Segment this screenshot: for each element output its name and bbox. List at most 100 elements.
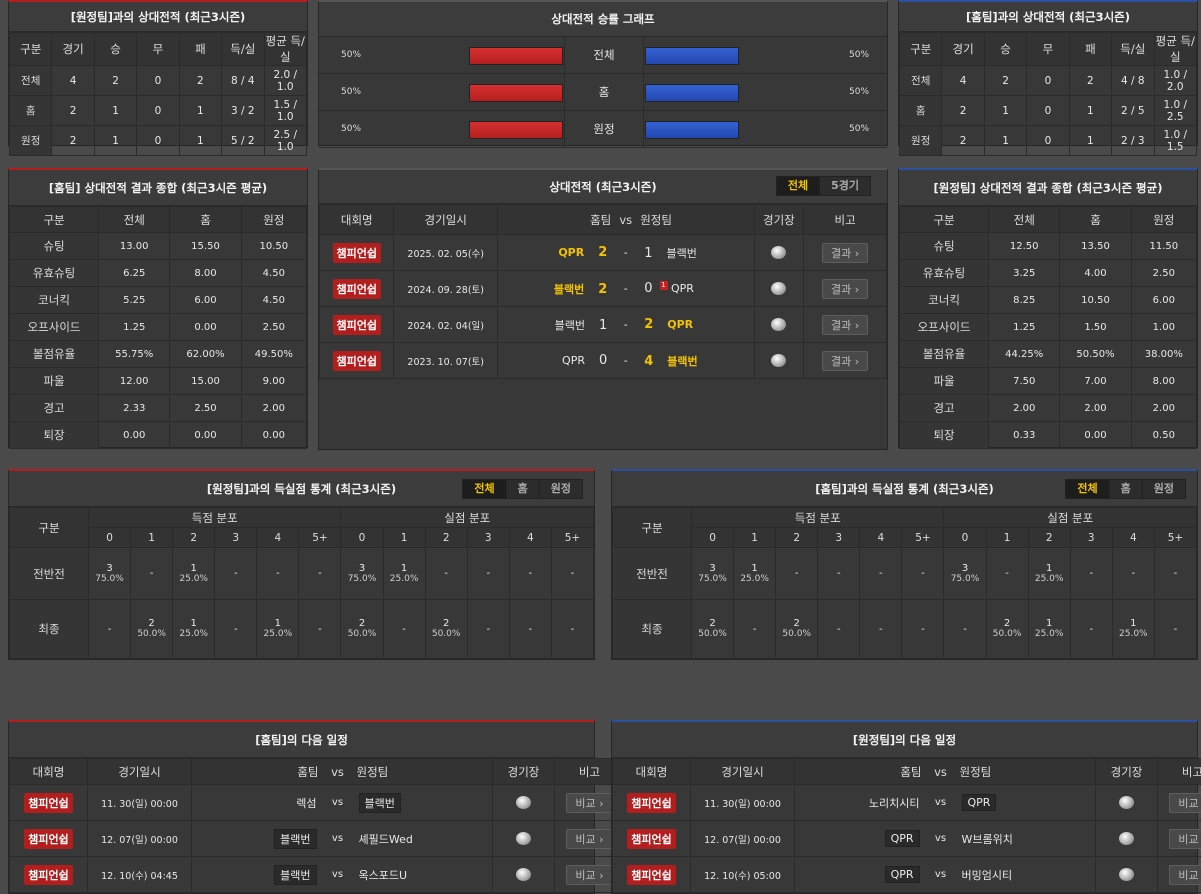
stadium-icon[interactable] [771, 354, 787, 368]
table-cell: 0 [136, 65, 180, 96]
compare-button[interactable]: 비교 › [1169, 792, 1201, 813]
row-label: 유효슈팅 [898, 259, 990, 287]
home-team: 렉섬 [296, 796, 317, 810]
column-header-away: 원정팀 [955, 758, 1096, 785]
count: - [233, 623, 238, 635]
league-badge: 챔피언쉽 [332, 350, 381, 371]
table-cell: 5.25 [98, 286, 171, 314]
h2h-home-table: 구분 경기 승 무 패 득/실 평균 득/실 전체 4 2 0 2 4 / 8 1.0 / 2.0 홈 2 1 0… [898, 32, 1198, 156]
home-cell: QPR 2 [496, 234, 612, 271]
goals-right-title: [홈팀]과의 득실점 통계 (최근3시즌) [815, 482, 994, 496]
row-label: 파울 [8, 367, 100, 395]
away-bar [645, 121, 739, 139]
table-cell: 13.50 [1059, 232, 1132, 260]
row-label: 홈 [898, 95, 943, 126]
column-header: 경기 [941, 32, 985, 66]
table-cell: 11.50 [1130, 232, 1198, 260]
percent: 25.0% [179, 573, 208, 584]
vs-cell: vs [925, 784, 956, 821]
count: - [963, 623, 967, 635]
tab-away[interactable]: 원정 [538, 480, 582, 498]
result-button[interactable]: 결과 › [822, 278, 869, 299]
away-team: 셰필드Wed [358, 832, 413, 846]
table-cell: 2 [93, 65, 138, 96]
table-cell: 2 [941, 125, 985, 156]
goal-count-header: 0 [87, 527, 132, 548]
count: 3 [961, 562, 969, 574]
row-label: 유효슈팅 [8, 259, 100, 287]
compare-button[interactable]: 비교 › [1169, 828, 1201, 849]
header-row: 구분 경기 승 무 패 득/실 평균 득/실 [898, 32, 1198, 66]
home-team: 노리치시티 [868, 796, 920, 810]
table-cell: 7.50 [988, 367, 1061, 395]
compare-button[interactable]: 비교 › [566, 828, 613, 849]
stadium-icon[interactable] [516, 796, 531, 810]
count: 2 [442, 618, 450, 629]
stadium-icon[interactable] [771, 246, 787, 260]
next-home-table: 대회명 경기일시 홈팀 vs 원정팀 경기장 비고 챔피언쉽 11. 30(일) 00:00 렉섬… [9, 758, 625, 893]
count: - [444, 568, 448, 579]
column-header: 무 [136, 32, 180, 66]
table-cell: 2 [51, 125, 95, 156]
table-cell: 2.50 [1130, 259, 1198, 287]
column-header-date: 경기일시 [690, 758, 795, 785]
tab-home[interactable]: 홈 [1108, 480, 1142, 498]
table-cell: 1 [178, 95, 223, 126]
column-header-home: 홈팀 [496, 204, 612, 235]
home-cell: 블랙번 1 [496, 306, 612, 343]
stadium-icon[interactable] [516, 832, 531, 846]
column-header: 패 [178, 32, 223, 66]
goal-count-header: 0 [943, 527, 987, 548]
count: 2 [793, 618, 800, 629]
match-date: 2024. 09. 28(토) [393, 270, 498, 307]
stadium-icon[interactable] [771, 318, 787, 332]
league-badge: 챔피언쉽 [627, 828, 676, 849]
table-cell: 2 [1068, 65, 1113, 96]
table-cell: 2 [51, 95, 95, 126]
tab-away[interactable]: 원정 [1141, 480, 1185, 498]
tab-all[interactable]: 전체 [1066, 480, 1109, 498]
column-header-note: 비고 [803, 204, 887, 235]
column-header: 구분 [898, 206, 990, 233]
tab-5games[interactable]: 5경기 [819, 177, 870, 195]
column-header-league: 대회명 [318, 204, 395, 235]
compare-button[interactable]: 비교 › [566, 792, 613, 813]
schedule-row: 챔피언쉽 12. 07(일) 00:00 QPR vs W브롬위치 비교 › [612, 820, 1201, 857]
stadium-icon[interactable] [771, 282, 787, 296]
table-row: 파울 12.00 15.00 9.00 [8, 367, 308, 395]
tab-all[interactable]: 전체 [776, 177, 820, 195]
tab-home[interactable]: 홈 [505, 480, 539, 498]
count: - [570, 568, 575, 579]
stadium-icon[interactable] [516, 868, 531, 882]
result-button[interactable]: 결과 › [822, 242, 869, 263]
table-row: 퇴장 0.00 0.00 0.00 [8, 421, 308, 449]
vs-cell: vs [322, 856, 353, 893]
group-header-row: 구분 득점 분포 실점 분포 [9, 507, 594, 548]
count: 1 [400, 562, 408, 574]
table-cell: 15.00 [169, 367, 242, 395]
distribution-cell: - [256, 547, 300, 600]
header-row: 구분 전체 홈 원정 [898, 206, 1198, 233]
stadium-icon[interactable] [1119, 832, 1134, 846]
row-label: 슈팅 [8, 232, 100, 260]
stadium-icon[interactable] [1119, 796, 1134, 810]
compare-button[interactable]: 비교 › [1169, 864, 1201, 885]
result-button[interactable]: 결과 › [822, 314, 869, 335]
distribution-cell: 3 75.0% [340, 547, 384, 600]
distribution-cell: 2 50.0% [340, 599, 384, 659]
count: - [486, 568, 491, 579]
column-header-away: 원정팀 [352, 758, 493, 785]
column-header-venue: 경기장 [753, 204, 805, 235]
tab-all[interactable]: 전체 [463, 480, 506, 498]
result-button[interactable]: 결과 › [822, 350, 869, 371]
distribution-cell: - [298, 599, 342, 659]
count: - [921, 568, 925, 579]
stadium-icon[interactable] [1119, 868, 1134, 882]
group-header-row: 구분 득점 분포 실점 분포 [612, 507, 1197, 548]
compare-button[interactable]: 비교 › [566, 864, 613, 885]
table-cell: 12.50 [988, 232, 1061, 260]
goal-count-header: 4 [859, 527, 903, 548]
home-team: QPR [884, 866, 920, 883]
table-cell: 2 [983, 65, 1028, 96]
venue-cell [1095, 784, 1158, 821]
